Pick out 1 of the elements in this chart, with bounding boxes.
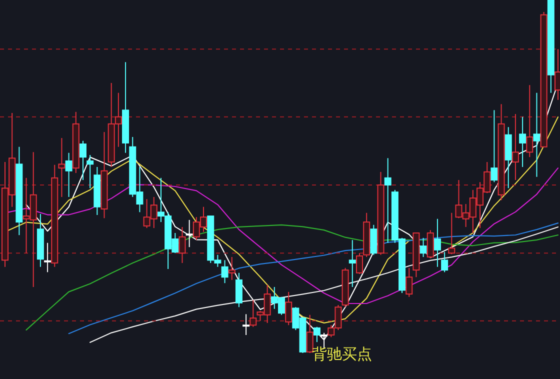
annotation: 背驰买点 <box>312 346 372 363</box>
